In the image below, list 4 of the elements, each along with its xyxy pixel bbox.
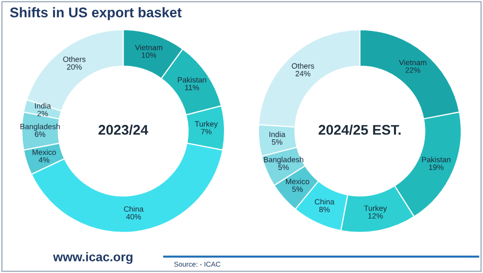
text: 2023/24 xyxy=(98,124,148,135)
chart-title: Shifts in US export basket xyxy=(10,7,182,20)
text: 2024/25 EST. xyxy=(318,124,401,135)
text: www.icac.org xyxy=(53,252,132,264)
